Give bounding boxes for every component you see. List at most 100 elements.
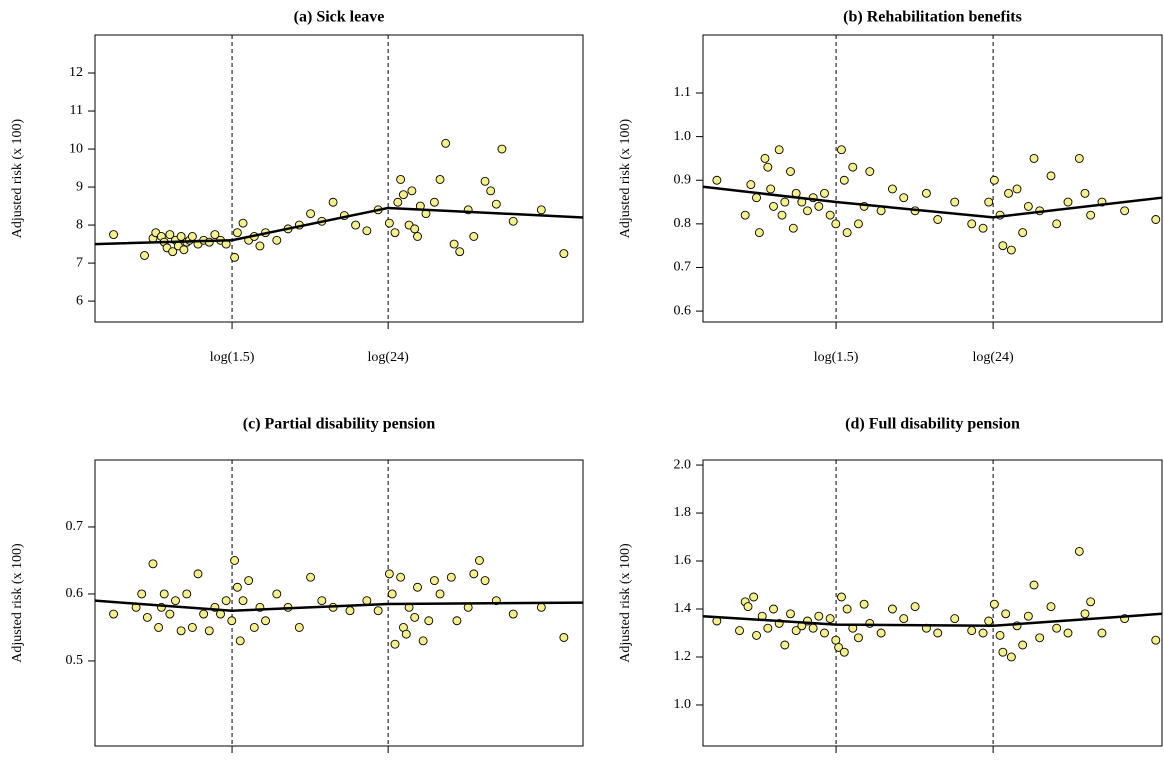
data-point xyxy=(1074,546,1084,556)
y-tick-label: 0.6 xyxy=(674,303,692,318)
fit-line xyxy=(702,185,1163,219)
data-point xyxy=(154,622,164,632)
data-point xyxy=(480,176,490,186)
data-point xyxy=(1080,609,1090,619)
data-point xyxy=(1001,609,1011,619)
panel-title: (d) Full disability pension xyxy=(845,416,1020,433)
data-point xyxy=(1120,206,1130,216)
y-tick-label: 0.5 xyxy=(66,653,84,668)
data-point xyxy=(998,647,1008,657)
y-axis-label: Adjusted risk (x 100) xyxy=(10,543,25,663)
data-point xyxy=(1046,171,1056,181)
data-point xyxy=(109,609,119,619)
data-point xyxy=(410,224,420,234)
data-point xyxy=(474,556,484,565)
data-point xyxy=(227,616,237,626)
y-tick-label: 2.0 xyxy=(674,457,692,472)
data-point xyxy=(763,623,773,633)
data-point xyxy=(449,239,459,249)
data-point xyxy=(429,576,439,586)
data-point xyxy=(1086,210,1096,220)
data-point xyxy=(1086,597,1096,607)
data-point xyxy=(418,636,428,646)
data-point xyxy=(788,223,798,233)
x-tick-label: log(24) xyxy=(368,350,410,365)
data-point xyxy=(142,612,152,622)
data-point xyxy=(204,626,214,636)
data-point xyxy=(791,626,801,636)
data-point xyxy=(834,642,844,652)
data-point xyxy=(842,604,852,614)
y-axis-label: Adjusted risk (x 100) xyxy=(10,118,25,238)
data-point xyxy=(238,218,248,228)
data-point xyxy=(193,569,203,579)
data-point xyxy=(441,138,451,148)
data-point xyxy=(497,144,507,154)
data-point xyxy=(749,592,759,602)
data-point xyxy=(978,628,988,638)
data-point xyxy=(837,592,846,602)
data-point xyxy=(165,230,175,240)
data-point xyxy=(1006,652,1016,662)
data-point xyxy=(1151,215,1161,224)
data-point xyxy=(859,599,869,609)
data-point xyxy=(306,572,316,582)
data-point xyxy=(413,582,422,592)
data-point xyxy=(933,215,943,224)
y-tick-label: 1.0 xyxy=(674,697,692,712)
data-point xyxy=(808,623,818,633)
data-point xyxy=(187,622,197,632)
fit-line xyxy=(94,599,584,612)
data-point xyxy=(179,245,189,255)
data-point xyxy=(171,596,180,606)
data-point xyxy=(950,614,960,624)
data-point xyxy=(446,572,456,582)
data-point xyxy=(469,232,479,241)
y-tick-label: 0.7 xyxy=(66,519,84,534)
data-point xyxy=(109,230,119,240)
data-point xyxy=(825,614,835,624)
data-point xyxy=(848,162,858,172)
data-point xyxy=(786,609,795,619)
data-point xyxy=(401,629,411,639)
data-point xyxy=(712,175,722,185)
data-point xyxy=(362,596,372,606)
panel-title: (a) Sick leave xyxy=(294,9,385,26)
plot-box xyxy=(702,34,1163,323)
data-point xyxy=(989,175,999,185)
data-point xyxy=(921,188,931,198)
data-point xyxy=(842,228,852,238)
data-point xyxy=(1004,188,1013,198)
data-point xyxy=(230,556,240,565)
data-point xyxy=(1012,184,1022,194)
data-point xyxy=(814,201,824,211)
data-point xyxy=(1097,628,1107,638)
data-point xyxy=(1029,153,1039,163)
data-point xyxy=(390,228,400,238)
data-point xyxy=(854,633,863,643)
data-point xyxy=(249,622,259,632)
data-point xyxy=(978,223,988,233)
data-point xyxy=(317,596,327,606)
y-tick-label: 1.1 xyxy=(674,85,692,100)
data-point xyxy=(967,626,977,636)
fit-line xyxy=(94,206,584,246)
data-point xyxy=(351,220,361,230)
data-point xyxy=(774,145,784,155)
data-point xyxy=(1023,201,1033,211)
data-point xyxy=(766,184,776,194)
data-point xyxy=(328,197,338,207)
data-point xyxy=(752,630,761,640)
y-tick-label: 1.8 xyxy=(674,505,692,520)
data-point xyxy=(480,576,490,586)
data-point xyxy=(763,162,773,172)
plot-box xyxy=(702,459,1163,747)
data-point xyxy=(837,145,846,155)
data-point xyxy=(743,602,753,612)
data-point xyxy=(839,175,849,185)
x-tick-label: log(1.5) xyxy=(210,350,255,365)
data-point xyxy=(435,589,445,599)
data-point xyxy=(1029,580,1039,590)
y-tick-label: 7 xyxy=(76,255,83,270)
data-point xyxy=(435,175,445,184)
